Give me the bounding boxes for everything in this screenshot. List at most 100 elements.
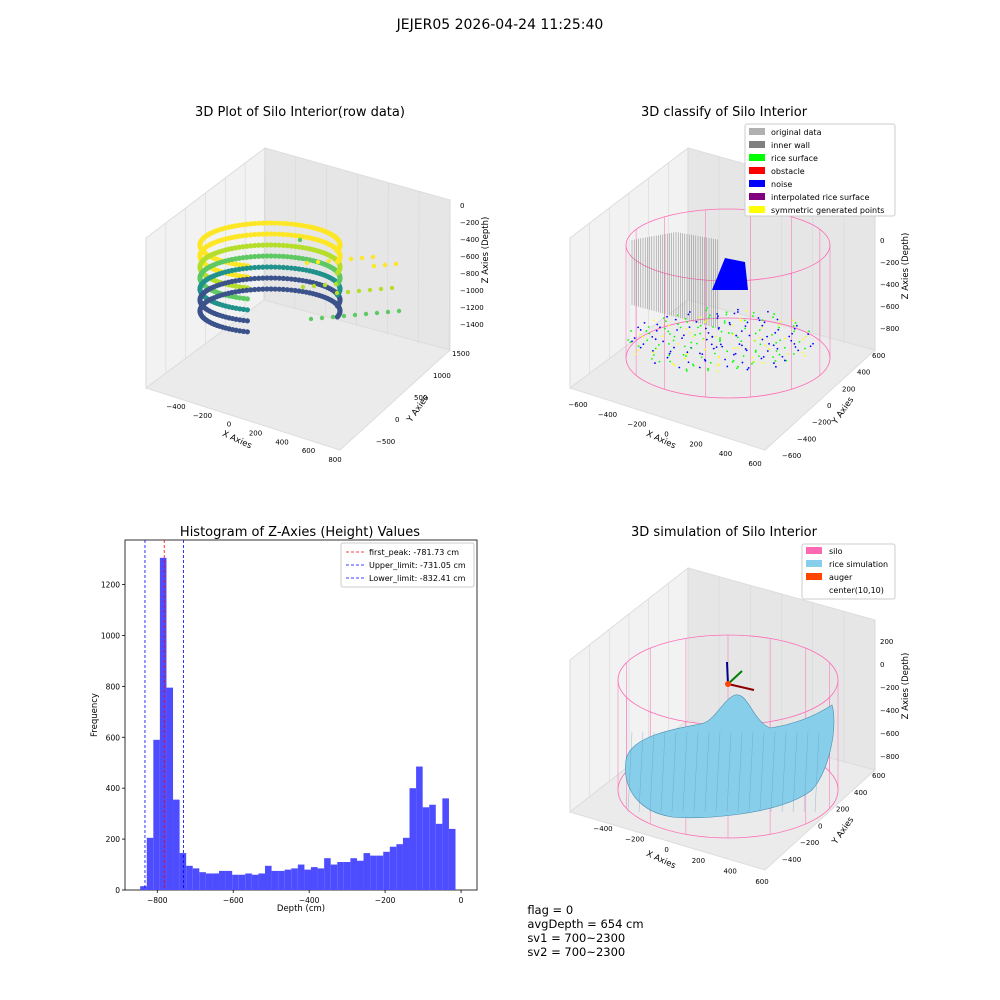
classified-point <box>748 334 751 337</box>
classified-point <box>691 363 694 366</box>
y-tick-label: 1200 <box>101 581 120 590</box>
histogram-ylabel: Frequency <box>90 693 100 737</box>
raw-data-point <box>280 242 286 249</box>
classified-point <box>791 319 794 322</box>
classified-point <box>777 328 780 331</box>
y-tick-label: 400 <box>106 784 121 793</box>
legend-swatch <box>806 573 822 580</box>
raw-data-point <box>292 221 298 228</box>
classified-point <box>677 323 679 326</box>
classified-point <box>656 323 659 326</box>
classified-point <box>692 335 695 338</box>
classified-point <box>685 355 687 357</box>
raw-data-point <box>264 264 270 270</box>
raw-data-point <box>256 275 262 281</box>
x-tick-label: 0 <box>227 421 231 429</box>
raw-data-point <box>280 264 286 271</box>
classified-point <box>696 342 698 345</box>
classified-point <box>708 316 710 319</box>
raw-data-point <box>359 255 365 261</box>
raw-data-point <box>260 242 266 248</box>
histogram-bar <box>192 868 200 890</box>
classified-point <box>666 356 669 359</box>
classified-point <box>678 366 681 369</box>
classified-point <box>651 335 654 338</box>
surface-mesh-line <box>693 731 699 813</box>
y-tick-label: 200 <box>842 385 855 393</box>
y-tick-label: 1500 <box>452 350 470 358</box>
raw-data-point <box>256 231 262 237</box>
y-tick-label: −200 <box>812 419 831 427</box>
histogram-bar <box>442 798 449 890</box>
x-tick-label: 400 <box>719 450 732 458</box>
raw-data-point <box>244 254 250 260</box>
raw-data-point <box>272 242 278 248</box>
classified-point <box>785 359 788 362</box>
classified-point <box>757 355 760 357</box>
surface-mesh-line <box>803 731 809 813</box>
histogram-bar <box>356 860 364 890</box>
classified-point <box>658 344 660 346</box>
legend-label: rice surface <box>771 154 818 163</box>
classified-point <box>699 332 702 335</box>
histogram-bar <box>199 872 206 890</box>
classified-point <box>729 323 731 326</box>
panel4-zlabel: Z Axies (Depth) <box>901 653 911 720</box>
classified-point <box>645 330 648 332</box>
histogram-bar <box>225 870 233 890</box>
legend-swatch <box>749 193 765 200</box>
classified-point <box>690 341 693 344</box>
raw-data-point <box>244 276 250 282</box>
raw-data-point <box>371 263 377 269</box>
classified-point <box>776 347 779 350</box>
y-tick-label: −400 <box>797 435 816 443</box>
y-tick-label: 600 <box>106 733 121 742</box>
raw-data-point <box>256 264 262 270</box>
raw-data-point <box>288 254 294 260</box>
z-tick-label: −1400 <box>460 321 484 329</box>
raw-data-point <box>276 275 282 281</box>
y-tick-label: 600 <box>872 772 885 780</box>
classified-point <box>716 370 719 373</box>
classified-point <box>642 343 645 346</box>
surface-mesh-line <box>814 731 820 813</box>
x-tick-label: −400 <box>299 896 320 905</box>
y-tick-label: 800 <box>106 682 121 691</box>
panel4-title: 3D simulation of Silo Interior <box>631 525 818 540</box>
raw-data-point <box>276 286 282 292</box>
classified-point <box>705 338 708 341</box>
raw-data-point <box>252 264 258 271</box>
sv1-value: sv1 = 700~2300 <box>527 931 626 945</box>
x-tick-label: 600 <box>755 878 768 886</box>
flag-value: flag = 0 <box>527 903 574 917</box>
raw-data-point <box>297 237 303 243</box>
surface-mesh-line <box>748 731 754 813</box>
classified-point <box>772 316 774 319</box>
raw-data-point <box>264 253 270 259</box>
classified-point <box>703 358 706 361</box>
classified-point <box>669 333 671 335</box>
legend-label: inner wall <box>771 141 810 150</box>
classified-point <box>689 331 692 334</box>
raw-data-point <box>280 253 286 260</box>
legend-label: silo <box>829 547 843 556</box>
simulation-3d-plot: Z Axies (Depth) X Axies Y Axies −400 −200… <box>568 543 911 886</box>
classified-point <box>654 362 656 364</box>
classified-point <box>688 326 691 328</box>
raw-data-point <box>260 253 266 259</box>
classified-point <box>777 324 780 326</box>
classified-point <box>655 329 658 332</box>
classified-point <box>685 328 688 331</box>
surface-mesh-line <box>726 731 732 813</box>
classified-point <box>639 346 642 349</box>
panel4-xlabel: X Axies <box>645 849 678 872</box>
raw-data-point <box>288 243 294 249</box>
raw-data-point <box>311 283 317 289</box>
x-tick-label: 600 <box>748 460 761 468</box>
classified-point <box>637 349 639 352</box>
legend-swatch <box>749 128 765 135</box>
classified-point <box>672 339 675 342</box>
classified-point <box>721 345 724 348</box>
classified-point <box>669 350 672 353</box>
raw-data-point <box>240 255 246 261</box>
